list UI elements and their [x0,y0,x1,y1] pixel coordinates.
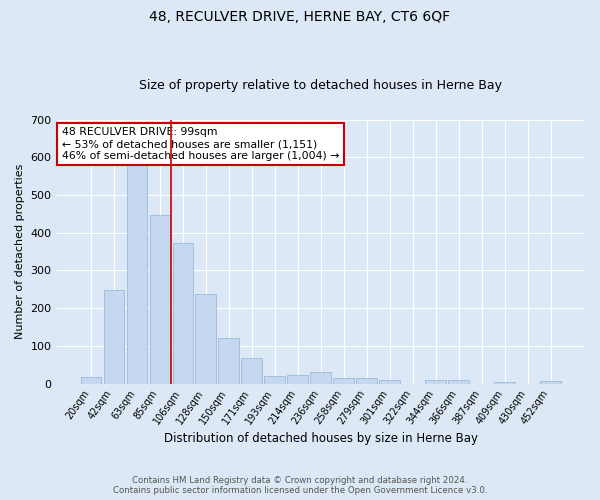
Bar [241,358,262,384]
X-axis label: Distribution of detached houses by size in Herne Bay: Distribution of detached houses by size … [164,432,478,445]
Bar [356,378,377,384]
Bar [265,376,285,384]
Bar [310,372,331,384]
Bar [540,381,561,384]
Text: 48 RECULVER DRIVE: 99sqm
← 53% of detached houses are smaller (1,151)
46% of sem: 48 RECULVER DRIVE: 99sqm ← 53% of detach… [62,128,339,160]
Y-axis label: Number of detached properties: Number of detached properties [15,164,25,340]
Bar [104,290,124,384]
Title: Size of property relative to detached houses in Herne Bay: Size of property relative to detached ho… [139,79,502,92]
Bar [334,378,354,384]
Text: Contains HM Land Registry data © Crown copyright and database right 2024.
Contai: Contains HM Land Registry data © Crown c… [113,476,487,495]
Bar [149,214,170,384]
Bar [196,294,216,384]
Bar [287,376,308,384]
Text: 48, RECULVER DRIVE, HERNE BAY, CT6 6QF: 48, RECULVER DRIVE, HERNE BAY, CT6 6QF [149,10,451,24]
Bar [80,377,101,384]
Bar [425,380,446,384]
Bar [218,338,239,384]
Bar [127,163,147,384]
Bar [494,382,515,384]
Bar [379,380,400,384]
Bar [173,244,193,384]
Bar [448,380,469,384]
